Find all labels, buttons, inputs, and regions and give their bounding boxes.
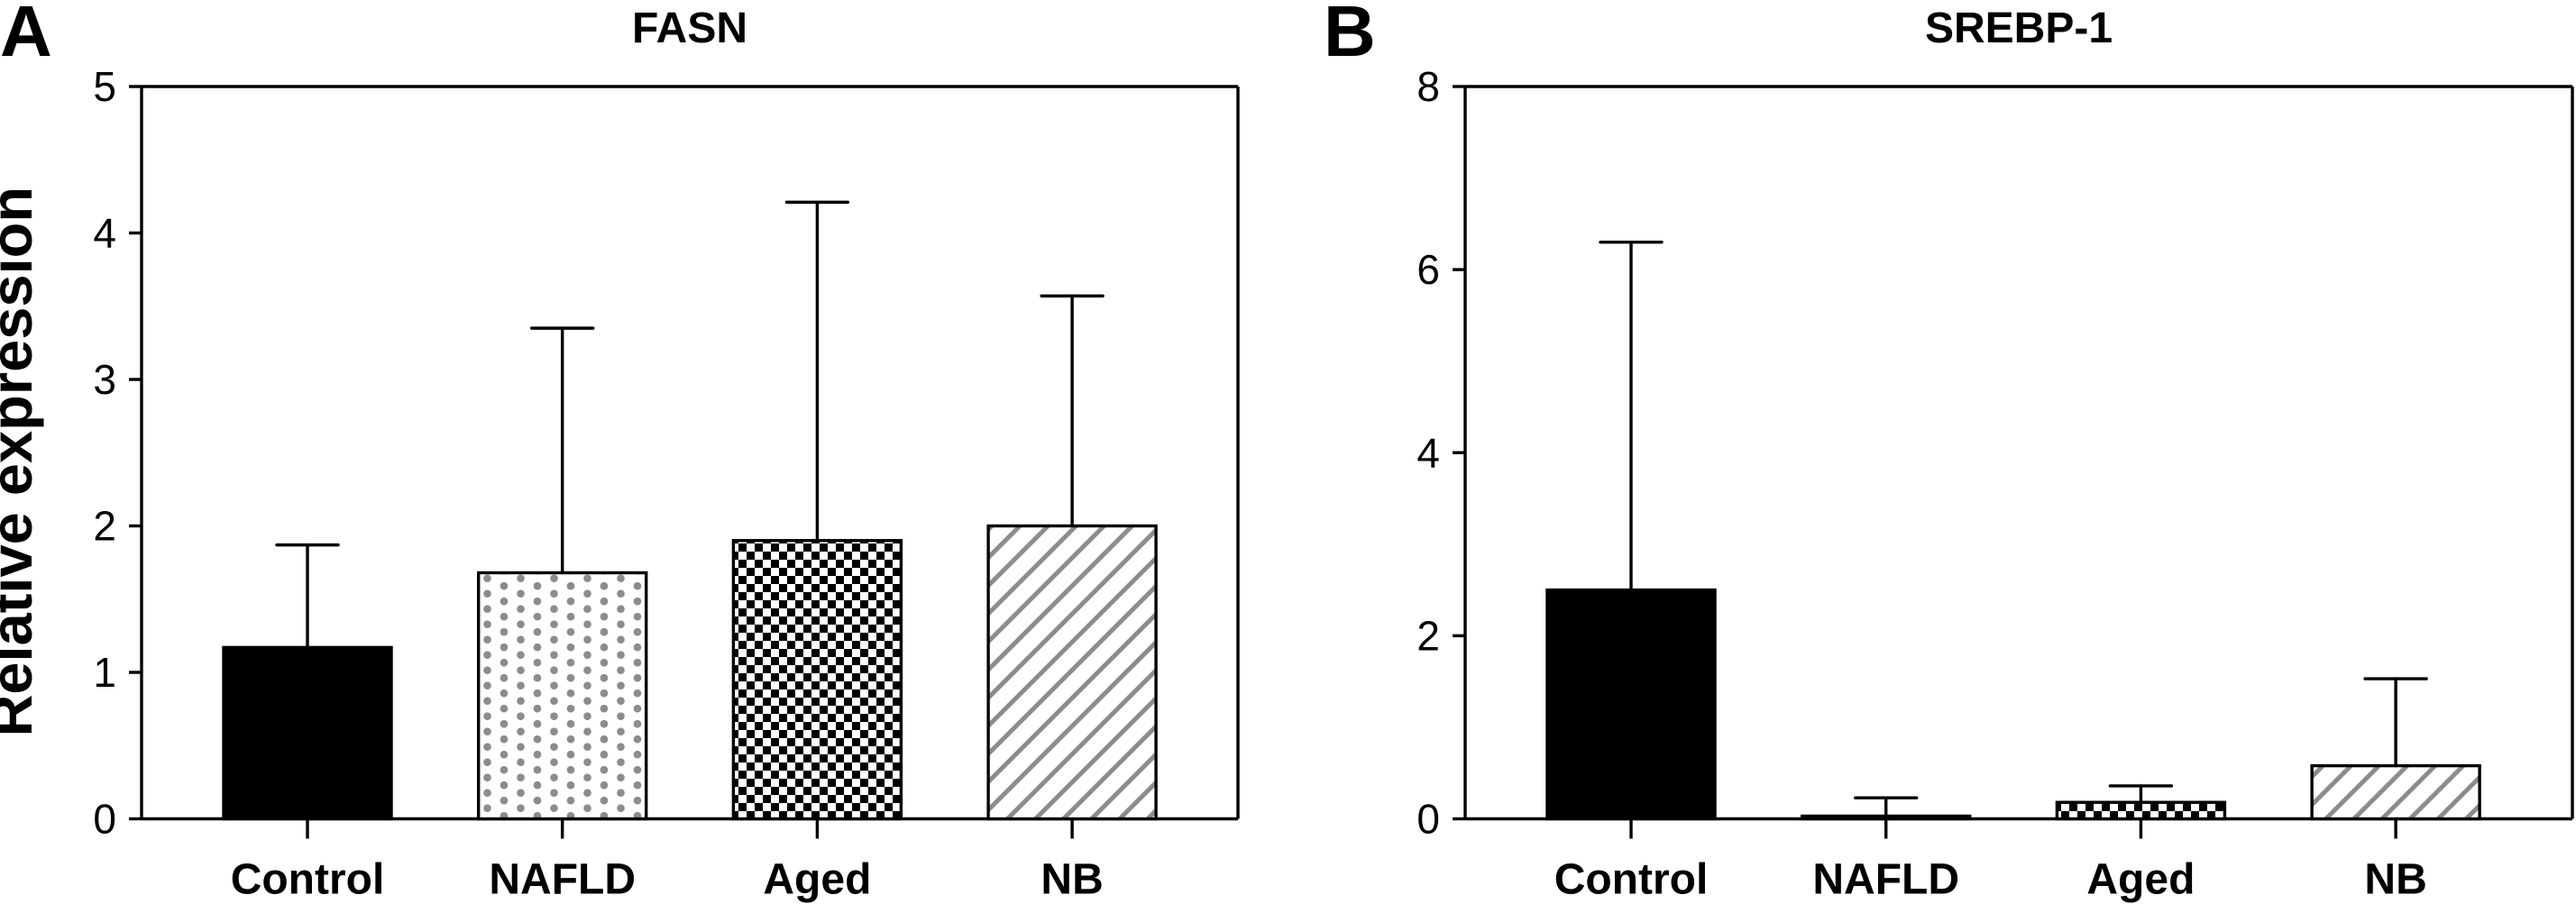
svg-text:B: B xyxy=(1324,0,1376,71)
svg-text:Aged: Aged xyxy=(763,856,871,904)
svg-text:NAFLD: NAFLD xyxy=(489,856,636,904)
svg-text:3: 3 xyxy=(93,356,116,403)
svg-text:8: 8 xyxy=(1416,63,1440,110)
svg-text:2: 2 xyxy=(93,503,116,550)
svg-text:4: 4 xyxy=(93,210,116,257)
svg-text:Relative expression: Relative expression xyxy=(0,187,44,737)
svg-text:6: 6 xyxy=(1416,246,1440,293)
svg-text:0: 0 xyxy=(1416,796,1440,843)
svg-text:SREBP-1: SREBP-1 xyxy=(1925,5,2113,52)
svg-text:NB: NB xyxy=(1040,856,1103,904)
svg-text:NAFLD: NAFLD xyxy=(1812,856,1959,904)
svg-text:A: A xyxy=(0,0,52,71)
svg-text:FASN: FASN xyxy=(632,5,747,52)
svg-text:Control: Control xyxy=(1554,856,1709,904)
svg-text:NB: NB xyxy=(2364,856,2426,904)
svg-text:2: 2 xyxy=(1416,612,1440,659)
svg-text:0: 0 xyxy=(93,796,116,843)
svg-text:Control: Control xyxy=(231,856,385,904)
svg-text:Aged: Aged xyxy=(2086,856,2195,904)
svg-text:5: 5 xyxy=(93,63,116,110)
svg-text:1: 1 xyxy=(93,649,116,696)
svg-text:4: 4 xyxy=(1416,429,1440,476)
